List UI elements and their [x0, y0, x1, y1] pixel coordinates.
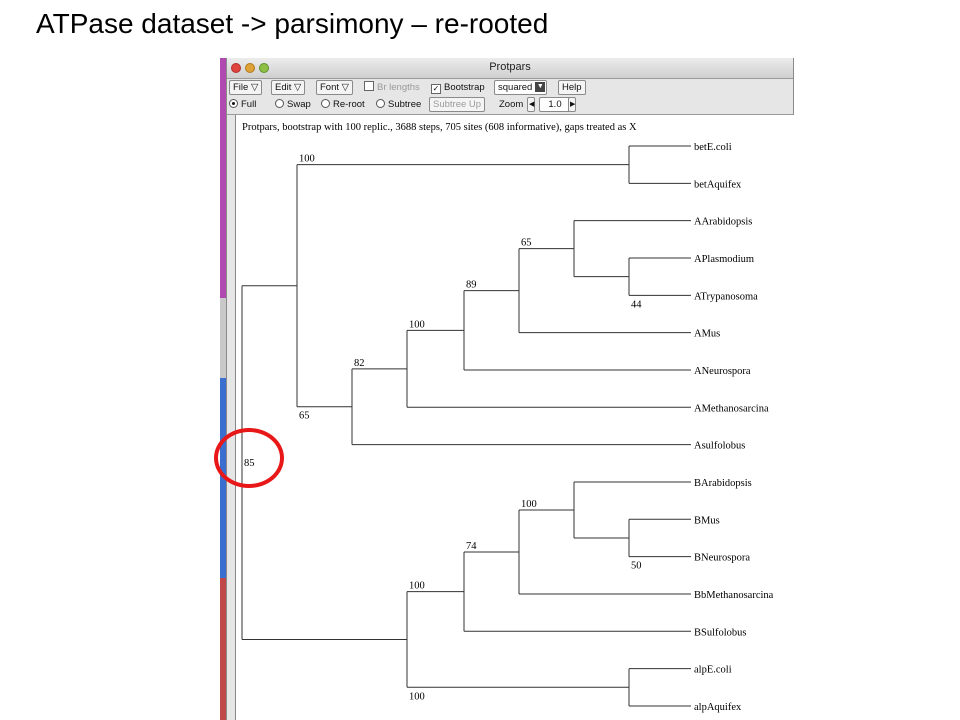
bootstrap-value: 82 [354, 358, 365, 369]
tree-canvas[interactable]: Protpars, bootstrap with 100 replic., 36… [235, 115, 794, 720]
swap-label: Swap [287, 99, 311, 110]
help-button[interactable]: Help [558, 80, 586, 95]
leaf-label: ANeurospora [694, 366, 751, 377]
bootstrap-value: 44 [631, 299, 642, 310]
zoom-input[interactable]: 1.0 [539, 97, 571, 112]
background-window-strip [220, 58, 226, 720]
leaf-label: Asulfolobus [694, 441, 745, 452]
full-radio[interactable]: Full [229, 98, 256, 111]
leaf-label: BbMethanosarcina [694, 590, 774, 601]
br-lengths-box[interactable] [364, 81, 374, 91]
bootstrap-value: 65 [299, 411, 310, 422]
bootstrap-value: 65 [521, 238, 532, 249]
leaf-label: AArabidopsis [694, 217, 752, 228]
bootstrap-value: 89 [466, 280, 477, 291]
leaf-label: BSulfolobus [694, 627, 747, 638]
transform-value: squared [498, 82, 533, 93]
leaf-label: BMus [694, 515, 720, 526]
leaf-labels: betE.coli betAquifex AArabidopsis APlasmodi… [694, 142, 774, 713]
file-menu-button[interactable]: File ▽ [229, 80, 263, 95]
reroot-label: Re-root [333, 99, 365, 110]
leaf-label: ATrypanosoma [694, 291, 758, 302]
minimize-window-button[interactable] [245, 63, 255, 73]
font-menu-button[interactable]: Font ▽ [316, 80, 353, 95]
leaf-label: AMethanosarcina [694, 403, 769, 414]
full-label: Full [241, 99, 257, 110]
phylogenetic-tree: Protpars, bootstrap with 100 replic., 36… [241, 122, 774, 713]
leaf-label: alpE.coli [694, 665, 732, 676]
title-bar[interactable]: Protpars [227, 58, 793, 79]
toolbar-bottom: Full Swap Re-root Subtree Subtree Up Zoo… [227, 96, 793, 115]
zoom-label: Zoom [499, 99, 524, 110]
leaf-label: APlasmodium [694, 254, 754, 265]
bootstrap-value: 100 [409, 319, 425, 330]
transform-select[interactable]: squared ▼ [494, 80, 548, 95]
swap-radio[interactable]: Swap [275, 98, 311, 111]
bootstrap-value: 74 [466, 541, 477, 552]
bootstrap-check-icon[interactable]: ✓ [431, 84, 441, 94]
zoom-increase-arrow-icon[interactable]: ▶ [568, 97, 576, 112]
toolbar-top: File ▽ Edit ▽ Font ▽ Br lengths ✓ Bootstr… [227, 79, 793, 96]
bootstrap-value: 100 [409, 581, 425, 592]
bootstrap-value: 100 [409, 691, 425, 702]
leaf-label: betE.coli [694, 142, 732, 153]
protpars-window: Protpars File ▽ Edit ▽ Font ▽ Br lengths… [226, 58, 794, 720]
bootstrap-label: Bootstrap [444, 82, 485, 93]
zoom-decrease-arrow-icon[interactable]: ◀ [527, 97, 535, 112]
highlight-circle [214, 428, 284, 488]
reroot-radio-icon[interactable] [321, 99, 330, 108]
br-lengths-checkbox[interactable]: Br lengths [364, 81, 420, 94]
tree-header: Protpars, bootstrap with 100 replic., 36… [242, 122, 637, 133]
close-window-button[interactable] [231, 63, 241, 73]
swap-radio-icon[interactable] [275, 99, 284, 108]
leaf-label: BArabidopsis [694, 478, 752, 489]
zoom-window-button[interactable] [259, 63, 269, 73]
window-title: Protpars [489, 61, 531, 73]
bootstrap-checkbox[interactable]: ✓ Bootstrap [431, 81, 485, 94]
tree-branches [241, 145, 691, 707]
subtree-up-button[interactable]: Subtree Up [429, 97, 486, 112]
leaf-label: BNeurospora [694, 553, 750, 564]
reroot-radio[interactable]: Re-root [321, 98, 365, 111]
chevron-down-icon: ▼ [535, 82, 546, 92]
leaf-label: betAquifex [694, 179, 742, 190]
slide-title: ATPase dataset -> parsimony – re-rooted [36, 8, 549, 39]
leaf-label: alpAquifex [694, 702, 742, 713]
bootstrap-value: 100 [521, 499, 537, 510]
subtree-radio[interactable]: Subtree [376, 98, 421, 111]
subtree-label: Subtree [388, 99, 422, 110]
subtree-radio-icon[interactable] [376, 99, 385, 108]
br-lengths-label: Br lengths [377, 82, 420, 93]
edit-menu-button[interactable]: Edit ▽ [271, 80, 306, 95]
bootstrap-value: 100 [299, 154, 315, 165]
bootstrap-value: 50 [631, 561, 642, 572]
leaf-label: AMus [694, 329, 720, 340]
full-radio-icon[interactable] [229, 99, 238, 108]
